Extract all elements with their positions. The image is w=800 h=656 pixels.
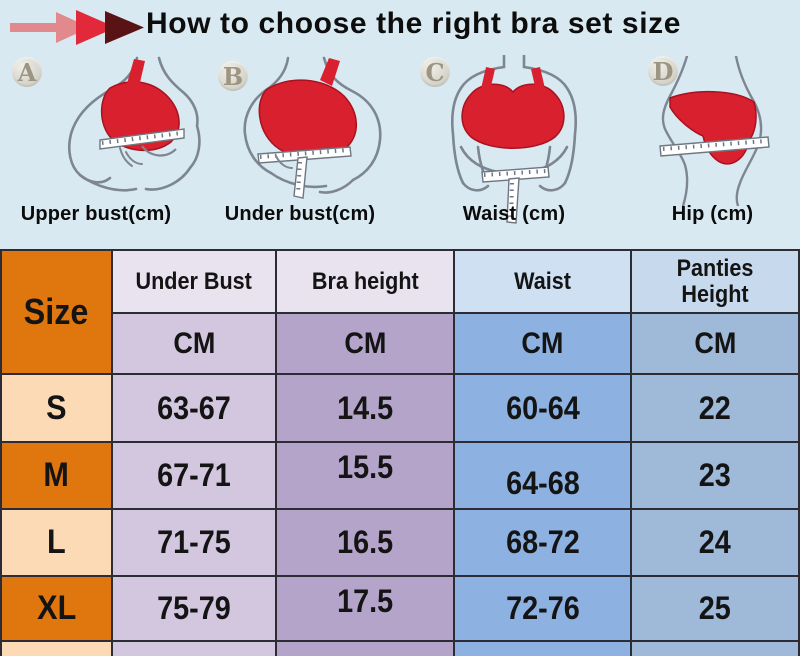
under-bust-illustration [243,56,382,199]
partial-row-size-cell [2,642,111,656]
size-table: Size Under Bust Bra height Waist Panties… [0,249,800,656]
unit-text: CM [694,326,736,360]
hip-illustration [659,56,770,206]
col-header-panties-height: Panties Height [632,251,798,312]
row-s-under-bust: 63-67 [113,375,275,441]
row-l-under-bust: 71-75 [113,510,275,575]
partial-row-cell [277,642,453,656]
label-under-bust: Under bust(cm) [224,203,376,225]
row-m-waist-text: 64-68 [505,465,580,501]
figure-d-letter-text: D [652,56,674,86]
unit-text: CM [521,326,564,360]
row-xl-under-bust-text: 75-79 [157,590,231,626]
label-waist: Waist (cm) [462,203,566,225]
row-s-under-bust-text: 63-67 [157,389,231,426]
row-l-bra-height-text: 16.5 [336,524,394,560]
row-l-size-cell: L [2,510,111,575]
unit-text: CM [344,326,386,360]
unit-cell-panties-height: CM [632,314,798,373]
row-s-panties-height: 22 [632,375,798,441]
row-s-waist-text: 60-64 [505,389,580,426]
row-xl-size-cell: XL [2,577,111,640]
size-header-cell: Size [2,251,111,373]
row-l-bra-height: 16.5 [277,510,453,575]
figure-b-letter-text: B [222,61,244,91]
unit-text: CM [173,326,215,360]
partial-row-cell [632,642,798,656]
row-s-bra-height-text: 14.5 [336,389,394,426]
row-s-panties-height-text: 22 [698,389,732,426]
unit-cell-bra-height: CM [277,314,453,373]
partial-row-cell [113,642,275,656]
row-xl-bra-height-text: 17.5 [336,583,394,619]
size-header-text: Size [24,291,89,332]
row-l-panties-height: 24 [632,510,798,575]
figure-d-letter: D [648,56,678,86]
row-s-size-text: S [46,388,67,427]
row-l-waist-text: 68-72 [505,524,580,560]
figure-b-letter: B [218,61,248,91]
row-m-bra-height: 15.5 [277,443,453,508]
row-l-size-text: L [47,523,66,561]
row-l-under-bust-text: 71-75 [157,524,231,560]
upper-bust-illustration [68,56,201,192]
row-m-waist: 64-68 [455,443,630,508]
partial-row-cell [455,642,630,656]
col-header-under-bust: Under Bust [113,251,275,312]
figure-c-letter: C [420,57,450,87]
row-m-under-bust: 67-71 [113,443,275,508]
unit-cell-waist: CM [455,314,630,373]
waist-illustration [450,55,578,224]
page-title: How to choose the right bra set size [146,7,682,40]
col-header-bra-height-text: Bra height [311,267,419,295]
row-l-panties-height-text: 24 [698,524,732,560]
row-s-size-cell: S [2,375,111,441]
row-xl-size-text: XL [36,589,77,627]
col-header-panties-height-text: Panties Height [676,254,754,308]
row-s-waist: 60-64 [455,375,630,441]
figure-a-letter: A [12,57,42,87]
row-m-size-text: M [43,456,70,494]
row-xl-waist: 72-76 [455,577,630,640]
triple-arrow-icon [10,10,144,45]
label-hip: Hip (cm) [671,203,754,225]
row-xl-waist-text: 72-76 [505,590,580,626]
row-m-bra-height-text: 15.5 [336,449,394,485]
row-xl-panties-height: 25 [632,577,798,640]
row-m-under-bust-text: 67-71 [157,457,231,493]
col-header-waist: Waist [455,251,630,312]
row-m-panties-height-text: 23 [698,457,732,493]
unit-cell-under-bust: CM [113,314,275,373]
row-m-panties-height: 23 [632,443,798,508]
row-xl-bra-height: 17.5 [277,577,453,640]
col-header-waist-text: Waist [514,267,571,295]
figure-c-letter-text: C [425,57,445,87]
figure-a-letter-text: A [17,57,37,87]
row-xl-panties-height-text: 25 [698,590,732,626]
row-m-size-cell: M [2,443,111,508]
row-xl-under-bust: 75-79 [113,577,275,640]
label-upper-bust: Upper bust(cm) [20,203,172,225]
col-header-bra-height: Bra height [277,251,453,312]
row-s-bra-height: 14.5 [277,375,453,441]
col-header-under-bust-text: Under Bust [135,267,253,295]
row-l-waist: 68-72 [455,510,630,575]
